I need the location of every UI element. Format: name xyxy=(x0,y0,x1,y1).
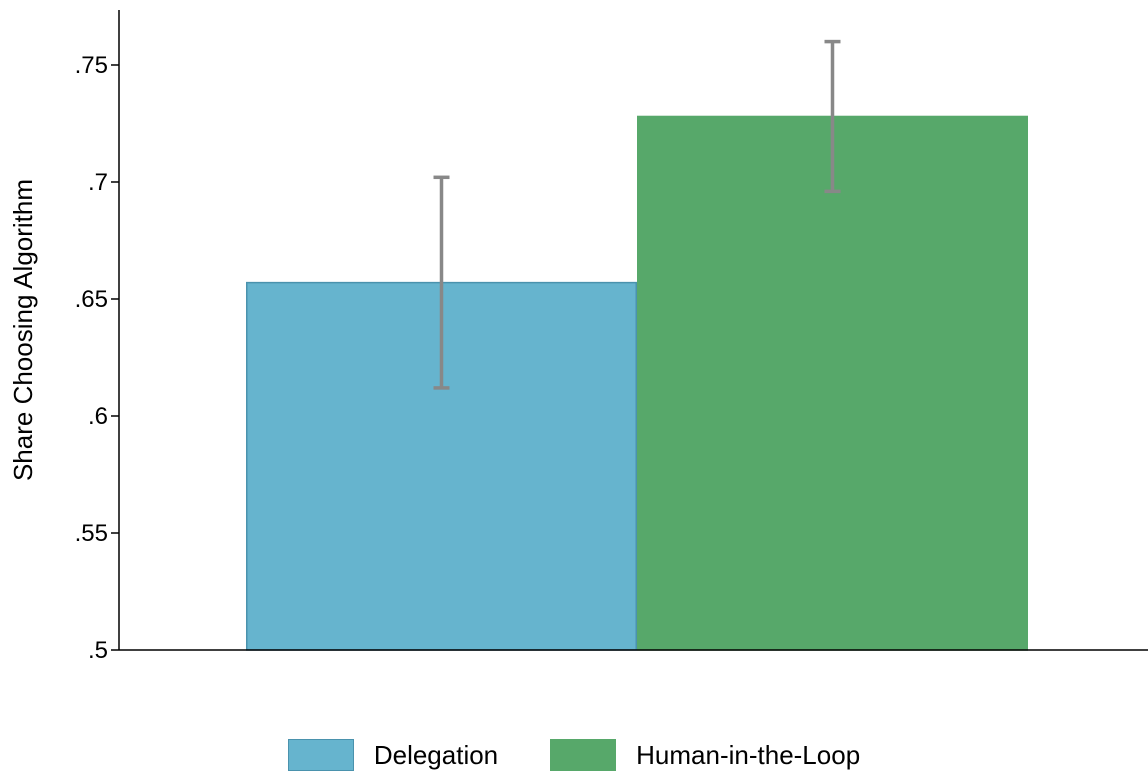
error-bars xyxy=(433,39,841,390)
error-bar-delegation xyxy=(433,175,450,390)
bar-chart: .5 .55 .6 .65 .7 .75 Share Choosing Algorithm xyxy=(8,10,1148,664)
y-axis-title: Share Choosing Algorithm xyxy=(8,179,38,481)
y-tick-label: .7 xyxy=(88,169,108,196)
legend-label: Human-in-the-Loop xyxy=(636,739,861,770)
legend-swatch xyxy=(287,739,354,771)
y-tick-label: .75 xyxy=(75,52,108,79)
legend-swatch xyxy=(550,739,617,771)
legend-item-delegation: Delegation xyxy=(287,739,499,771)
y-tick-label: .55 xyxy=(75,520,108,547)
error-bar-human-in-the-loop xyxy=(824,39,841,194)
y-tick-label: .5 xyxy=(88,637,108,664)
legend-item-human-in-the-loop: Human-in-the-Loop xyxy=(550,739,860,771)
bar-human-in-the-loop xyxy=(637,115,1028,651)
y-tick-label: .6 xyxy=(88,403,108,430)
y-tick-label: .65 xyxy=(75,286,108,313)
bars xyxy=(246,115,1028,651)
legend: Delegation Human-in-the-Loop xyxy=(0,734,1148,776)
legend-label: Delegation xyxy=(373,739,499,770)
y-axis-ticks: .5 .55 .6 .65 .7 .75 xyxy=(75,52,119,664)
